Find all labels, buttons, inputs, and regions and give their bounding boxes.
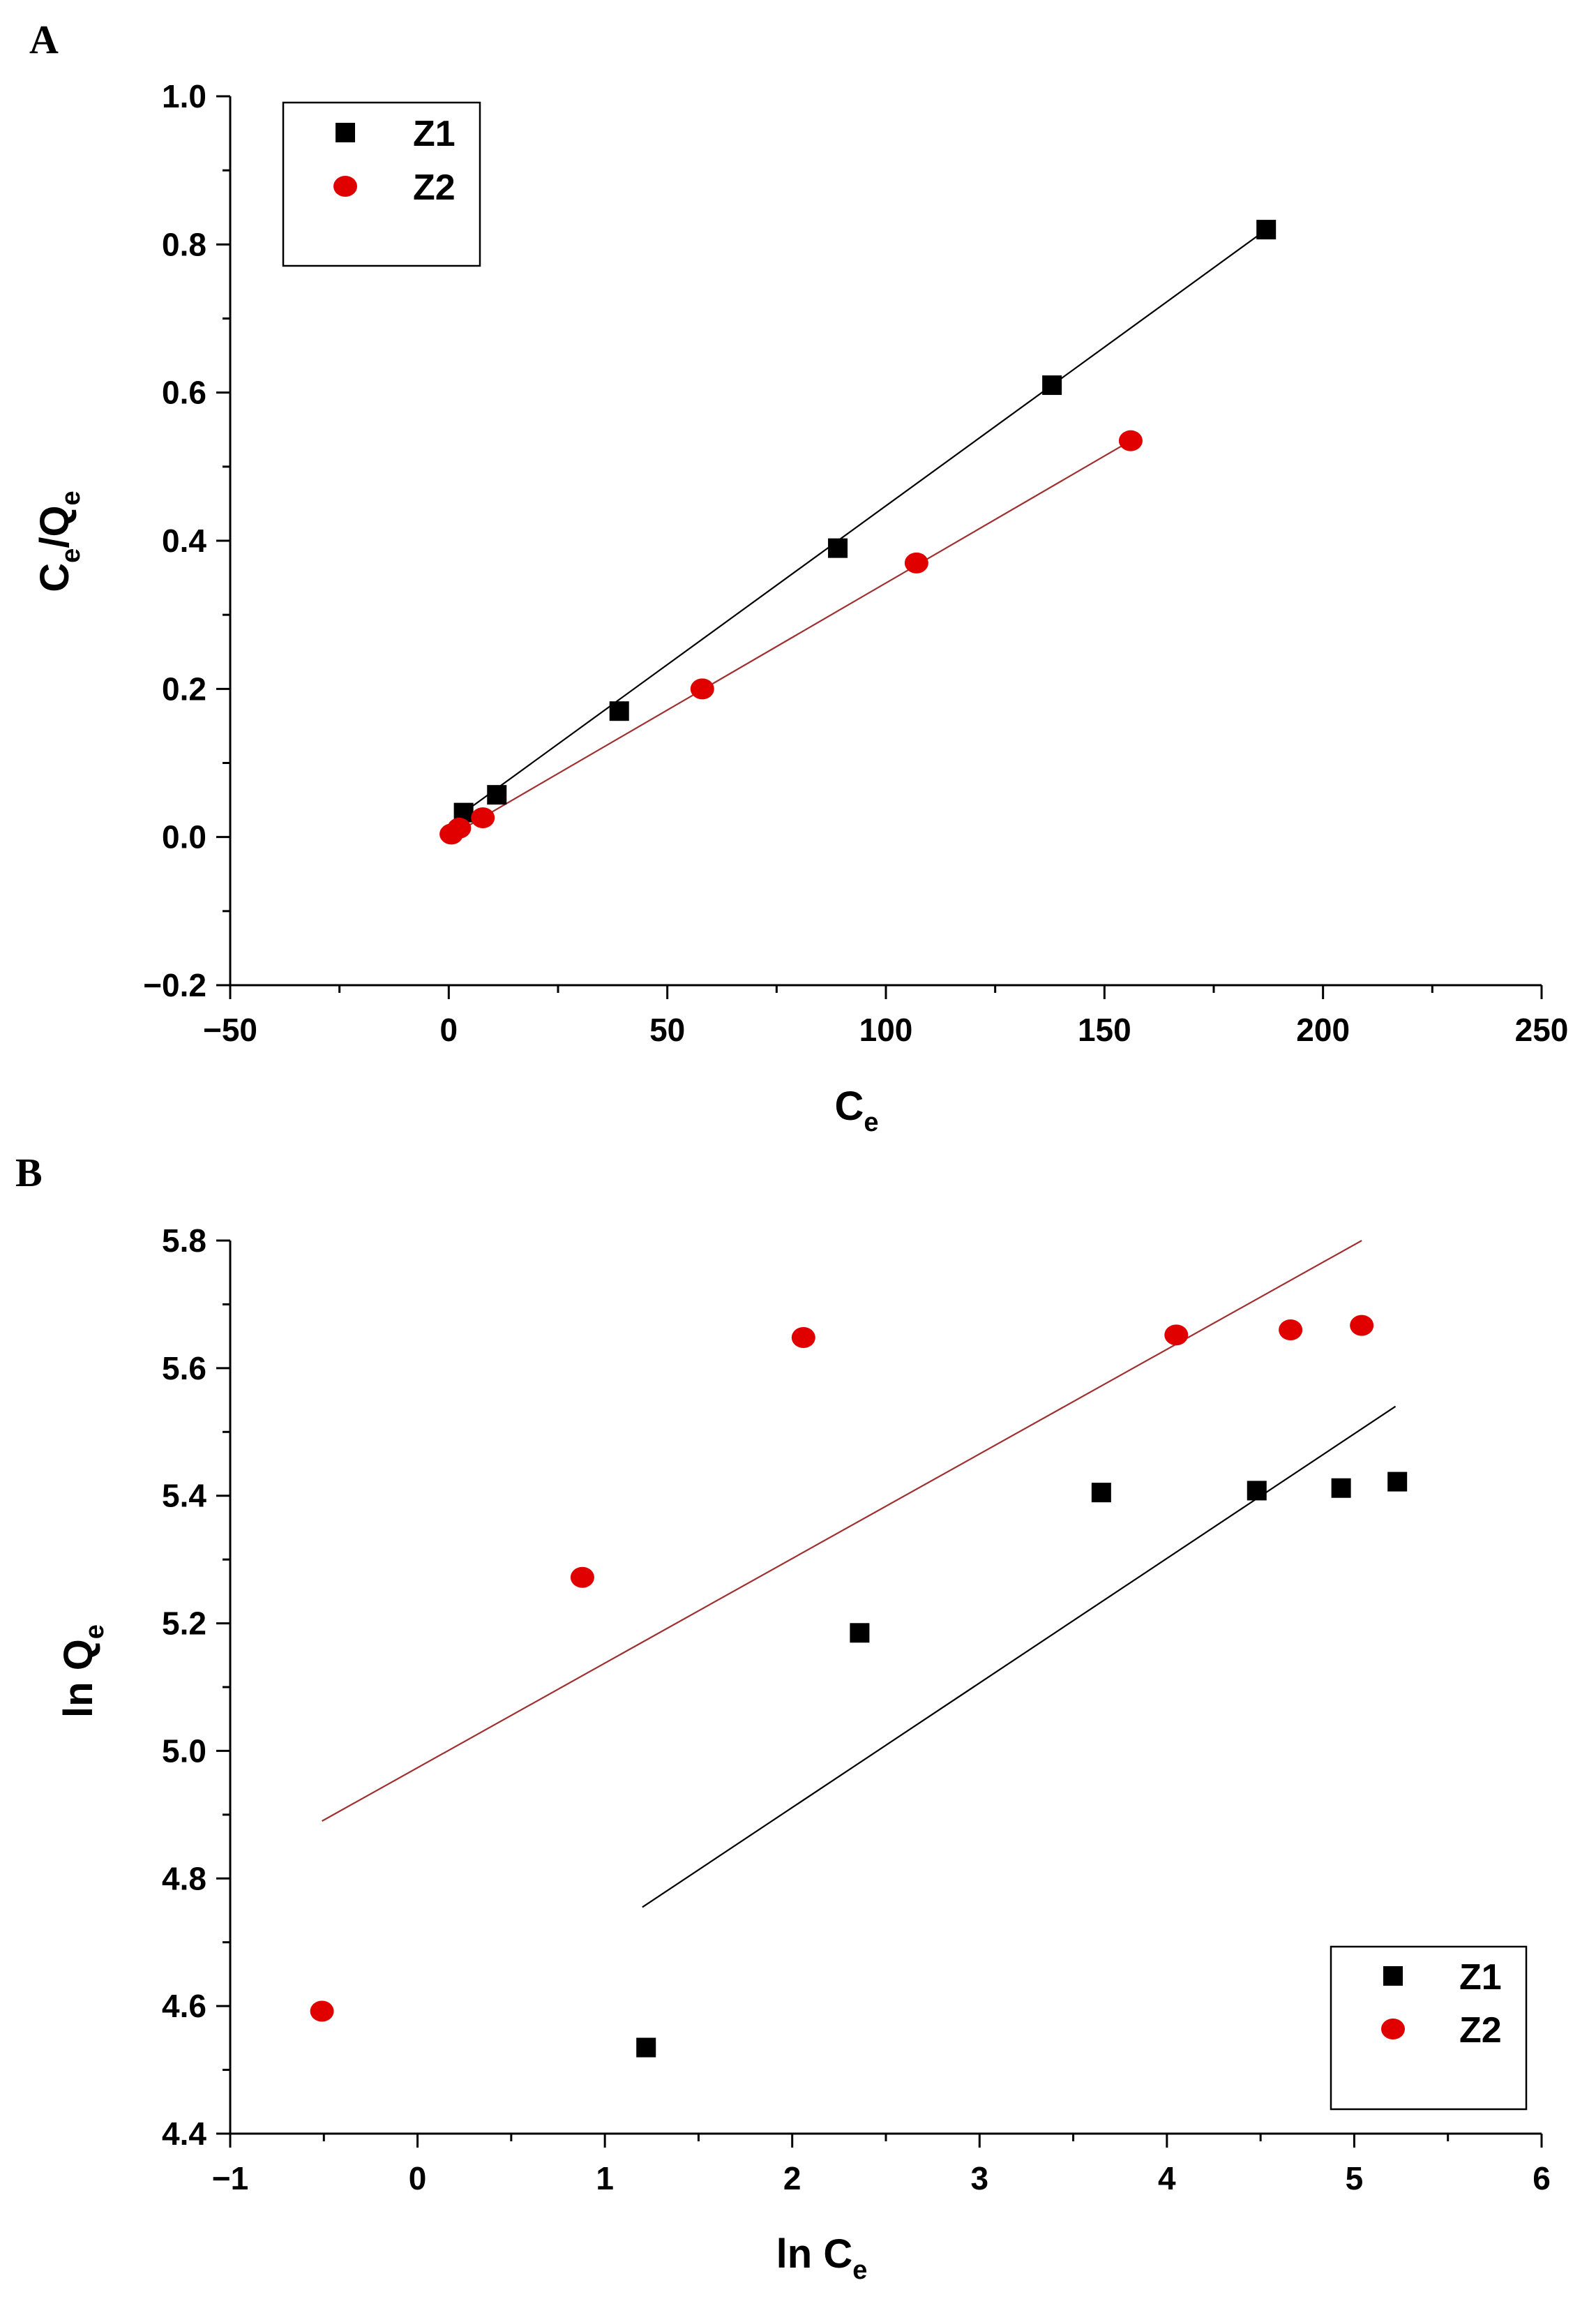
panel-label: A (29, 17, 59, 62)
legend-marker-z1 (1383, 1966, 1403, 1986)
data-point-z1 (828, 538, 848, 558)
data-point-z2 (1164, 1324, 1189, 1346)
legend-label-z2: Z2 (413, 167, 456, 208)
data-point-z2 (1279, 1319, 1303, 1340)
x-tick-label: 3 (970, 2160, 988, 2196)
data-point-z1 (609, 701, 629, 721)
x-tick-label: −1 (212, 2160, 248, 2196)
data-point-z1 (1247, 1481, 1267, 1501)
x-tick-label: 2 (783, 2160, 801, 2196)
x-tick-label: 150 (1078, 1012, 1131, 1048)
data-point-z1 (850, 1623, 870, 1643)
fit-line-z2 (451, 440, 1131, 837)
legend-label-z2: Z2 (1459, 2010, 1502, 2051)
data-point-z2 (310, 2000, 334, 2022)
x-tick-label: 250 (1515, 1012, 1569, 1048)
data-point-z1 (487, 785, 507, 805)
x-tick-label: 5 (1346, 2160, 1364, 2196)
data-point-z1 (1331, 1478, 1351, 1498)
x-axis-title: Ce (834, 1084, 878, 1137)
y-axis-title: Ce/Qe (32, 490, 86, 592)
legend-marker-z2 (333, 176, 357, 197)
legend-label-z1: Z1 (413, 114, 456, 154)
x-axis-title: ln Ce (776, 2231, 868, 2285)
data-point-z2 (791, 1326, 815, 1348)
fit-line-z1 (642, 1405, 1396, 1908)
y-tick-label: 1.0 (162, 78, 206, 114)
x-tick-label: 6 (1533, 2160, 1551, 2196)
chart-b: B −1 0 1 2 3 4 5 6 4.4 4.6 4.8 5.0 5.2 5.4 5.6 5.8 ln Ce l… (15, 1150, 1551, 2285)
fit-line-z2 (322, 1240, 1362, 1822)
data-point-z2 (447, 817, 472, 839)
fit-line-z1 (462, 229, 1267, 814)
x-tick-label: 1 (596, 2160, 614, 2196)
panel-label: B (15, 1150, 43, 1195)
data-point-z2 (1350, 1315, 1374, 1336)
legend-marker-z1 (336, 123, 355, 142)
y-tick-label: 5.6 (162, 1350, 206, 1386)
y-tick-label: −0.2 (143, 967, 206, 1003)
legend-label-z1: Z1 (1459, 1957, 1502, 1998)
data-point-z2 (904, 552, 928, 574)
legend-marker-z2 (1381, 2019, 1405, 2039)
y-tick-label: 5.4 (162, 1478, 206, 1514)
y-tick-label: 0.0 (162, 819, 206, 855)
data-point-z1 (1387, 1471, 1408, 1492)
x-tick-label: 4 (1158, 2160, 1176, 2196)
y-tick-label: 4.4 (162, 2115, 206, 2152)
legend-box (1330, 1945, 1528, 2111)
x-tick-label: 50 (649, 1012, 685, 1048)
data-point-z1 (1042, 375, 1062, 396)
chart-a: A −50 0 50 100 150 200 250 −0.2 0.0 0.2 0.4 0.6 0.8 1.… (29, 17, 1568, 1137)
x-tick-label: 0 (440, 1012, 458, 1048)
y-tick-label: 0.8 (162, 226, 206, 262)
data-point-z2 (690, 678, 714, 700)
y-tick-label: 5.8 (162, 1222, 206, 1259)
y-tick-label: 0.6 (162, 375, 206, 411)
data-point-z2 (1118, 430, 1143, 451)
y-tick-label: 5.0 (162, 1732, 206, 1769)
x-tick-label: 0 (409, 2160, 427, 2196)
data-point-z1 (636, 2037, 656, 2058)
y-axis-title: ln Qe (56, 1624, 110, 1718)
x-tick-label: −50 (203, 1012, 257, 1048)
y-tick-label: 5.2 (162, 1605, 206, 1642)
data-point-z2 (471, 807, 495, 829)
x-tick-label: 100 (859, 1012, 913, 1048)
data-point-z1 (1091, 1483, 1111, 1503)
data-point-z2 (570, 1566, 594, 1588)
legend-box (282, 101, 481, 267)
y-tick-label: 0.4 (162, 523, 206, 559)
y-tick-label: 4.8 (162, 1860, 206, 1896)
data-point-z1 (1256, 220, 1277, 240)
y-tick-label: 4.6 (162, 1988, 206, 2024)
x-tick-label: 200 (1296, 1012, 1350, 1048)
y-tick-label: 0.2 (162, 671, 206, 707)
